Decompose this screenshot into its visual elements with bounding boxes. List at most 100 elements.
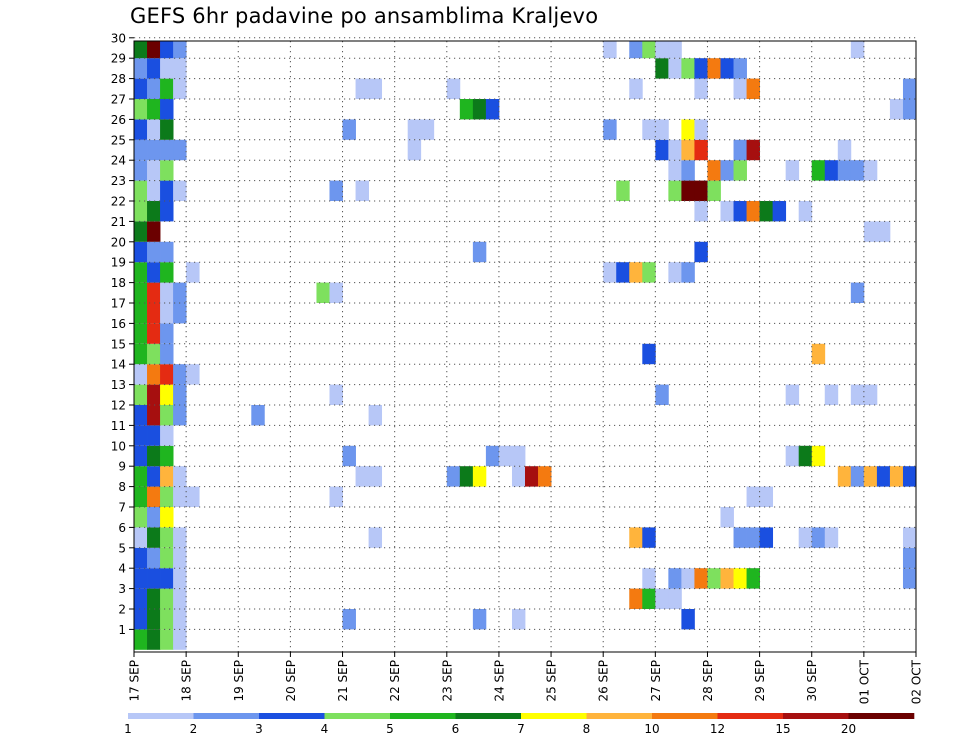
heatmap-cell xyxy=(134,303,148,324)
heatmap-cell xyxy=(160,507,174,528)
y-tick-label: 1 xyxy=(118,623,126,637)
heatmap-cell xyxy=(603,41,617,59)
heatmap-cell xyxy=(511,466,526,487)
heatmap-cell xyxy=(173,78,187,99)
x-tick-label: 22 SEP xyxy=(388,660,402,702)
heatmap-cell xyxy=(173,527,187,548)
y-tick-label: 10 xyxy=(111,439,126,453)
legend-swatch xyxy=(848,713,915,719)
heatmap-cell xyxy=(603,119,617,140)
x-tick-label: 17 SEP xyxy=(128,660,142,702)
heatmap-cell xyxy=(629,41,643,59)
y-tick-label: 24 xyxy=(111,154,126,168)
heatmap-cell xyxy=(837,139,852,161)
heatmap-cell xyxy=(902,466,917,487)
chart-title: GEFS 6hr padavine po ansamblima Kraljevo xyxy=(130,4,599,28)
heatmap-cell xyxy=(498,445,513,467)
heatmap-cell xyxy=(342,609,356,630)
heatmap-cell xyxy=(134,486,148,507)
heatmap-cell xyxy=(134,568,148,589)
heatmap-cell xyxy=(746,139,760,161)
legend-swatch xyxy=(390,713,456,719)
heatmap-cell xyxy=(160,568,174,589)
heatmap-cell xyxy=(134,343,148,365)
heatmap-cell xyxy=(642,119,656,140)
heatmap-cell xyxy=(707,58,721,79)
heatmap-cell xyxy=(160,486,174,507)
heatmap-cell xyxy=(147,466,161,487)
heatmap-cells xyxy=(134,41,917,650)
x-tick-label: 26 SEP xyxy=(597,660,611,702)
x-tick-label: 18 SEP xyxy=(180,660,194,702)
y-tick-label: 19 xyxy=(111,256,126,270)
heatmap-cell xyxy=(668,139,682,161)
heatmap-cell xyxy=(147,343,161,365)
legend-label: 1 xyxy=(124,722,132,736)
heatmap-cell xyxy=(134,384,148,405)
heatmap-cell xyxy=(642,262,656,283)
plot-frame xyxy=(133,40,917,653)
heatmap-cell xyxy=(785,445,800,467)
heatmap-cell xyxy=(889,466,904,487)
heatmap-cell xyxy=(368,466,383,487)
heatmap-cell xyxy=(160,58,174,79)
heatmap-cell xyxy=(420,119,435,140)
heatmap-cell xyxy=(160,547,174,569)
heatmap-cell xyxy=(173,547,187,569)
x-tick-label: 19 SEP xyxy=(232,660,246,702)
heatmap-cell xyxy=(147,364,161,385)
heatmap-cell xyxy=(134,180,148,201)
heatmap-cell xyxy=(798,445,813,467)
heatmap-cell xyxy=(173,588,187,609)
heatmap-cell xyxy=(889,99,904,120)
heatmap-cell xyxy=(160,303,174,324)
heatmap-cell xyxy=(642,527,656,548)
heatmap-cell xyxy=(459,99,474,120)
x-tick-label: 01 OCT xyxy=(857,659,871,704)
heatmap-cell xyxy=(668,41,682,59)
heatmap-cell xyxy=(876,221,891,242)
heatmap-cell xyxy=(147,445,161,467)
heatmap-cell xyxy=(147,323,161,344)
heatmap-cell xyxy=(733,527,747,548)
heatmap-cell xyxy=(147,78,161,99)
heatmap-cell xyxy=(616,180,630,201)
heatmap-cell xyxy=(147,282,161,303)
heatmap-cell xyxy=(173,405,187,426)
y-tick-label: 8 xyxy=(118,480,126,494)
heatmap-cell xyxy=(160,41,174,59)
y-tick-label: 23 xyxy=(111,174,126,188)
heatmap-cell xyxy=(160,609,174,630)
heatmap-cell xyxy=(538,466,552,487)
heatmap-cell xyxy=(186,364,200,385)
y-tick-label: 5 xyxy=(118,541,126,555)
heatmap-cell xyxy=(681,160,695,181)
heatmap-cell xyxy=(160,160,174,181)
heatmap-cell xyxy=(147,241,161,263)
y-tick-label: 29 xyxy=(111,52,126,66)
heatmap-cell xyxy=(759,201,774,222)
heatmap-cell xyxy=(160,445,174,467)
heatmap-cell xyxy=(407,139,422,161)
heatmap-cell xyxy=(902,547,917,569)
y-tick-label: 16 xyxy=(111,317,126,331)
heatmap-cell xyxy=(850,160,865,181)
heatmap-cell xyxy=(355,180,369,201)
legend-label: 4 xyxy=(321,722,329,736)
x-tick-label: 29 SEP xyxy=(753,660,767,702)
heatmap-cell xyxy=(681,609,695,630)
heatmap-cell xyxy=(160,425,174,446)
heatmap-cell xyxy=(850,282,865,303)
heatmap-cell xyxy=(134,445,148,467)
heatmap-cell xyxy=(655,588,669,609)
heatmap-cell xyxy=(160,629,174,650)
heatmap-cell xyxy=(186,486,200,507)
heatmap-cell xyxy=(694,201,708,222)
heatmap-cell xyxy=(173,384,187,405)
heatmap-cell xyxy=(160,99,174,120)
legend-label: 8 xyxy=(583,722,591,736)
heatmap-cell xyxy=(485,445,500,467)
y-axis: 1234567891011121314151617181920212223242… xyxy=(111,31,134,637)
heatmap-cell xyxy=(629,588,643,609)
